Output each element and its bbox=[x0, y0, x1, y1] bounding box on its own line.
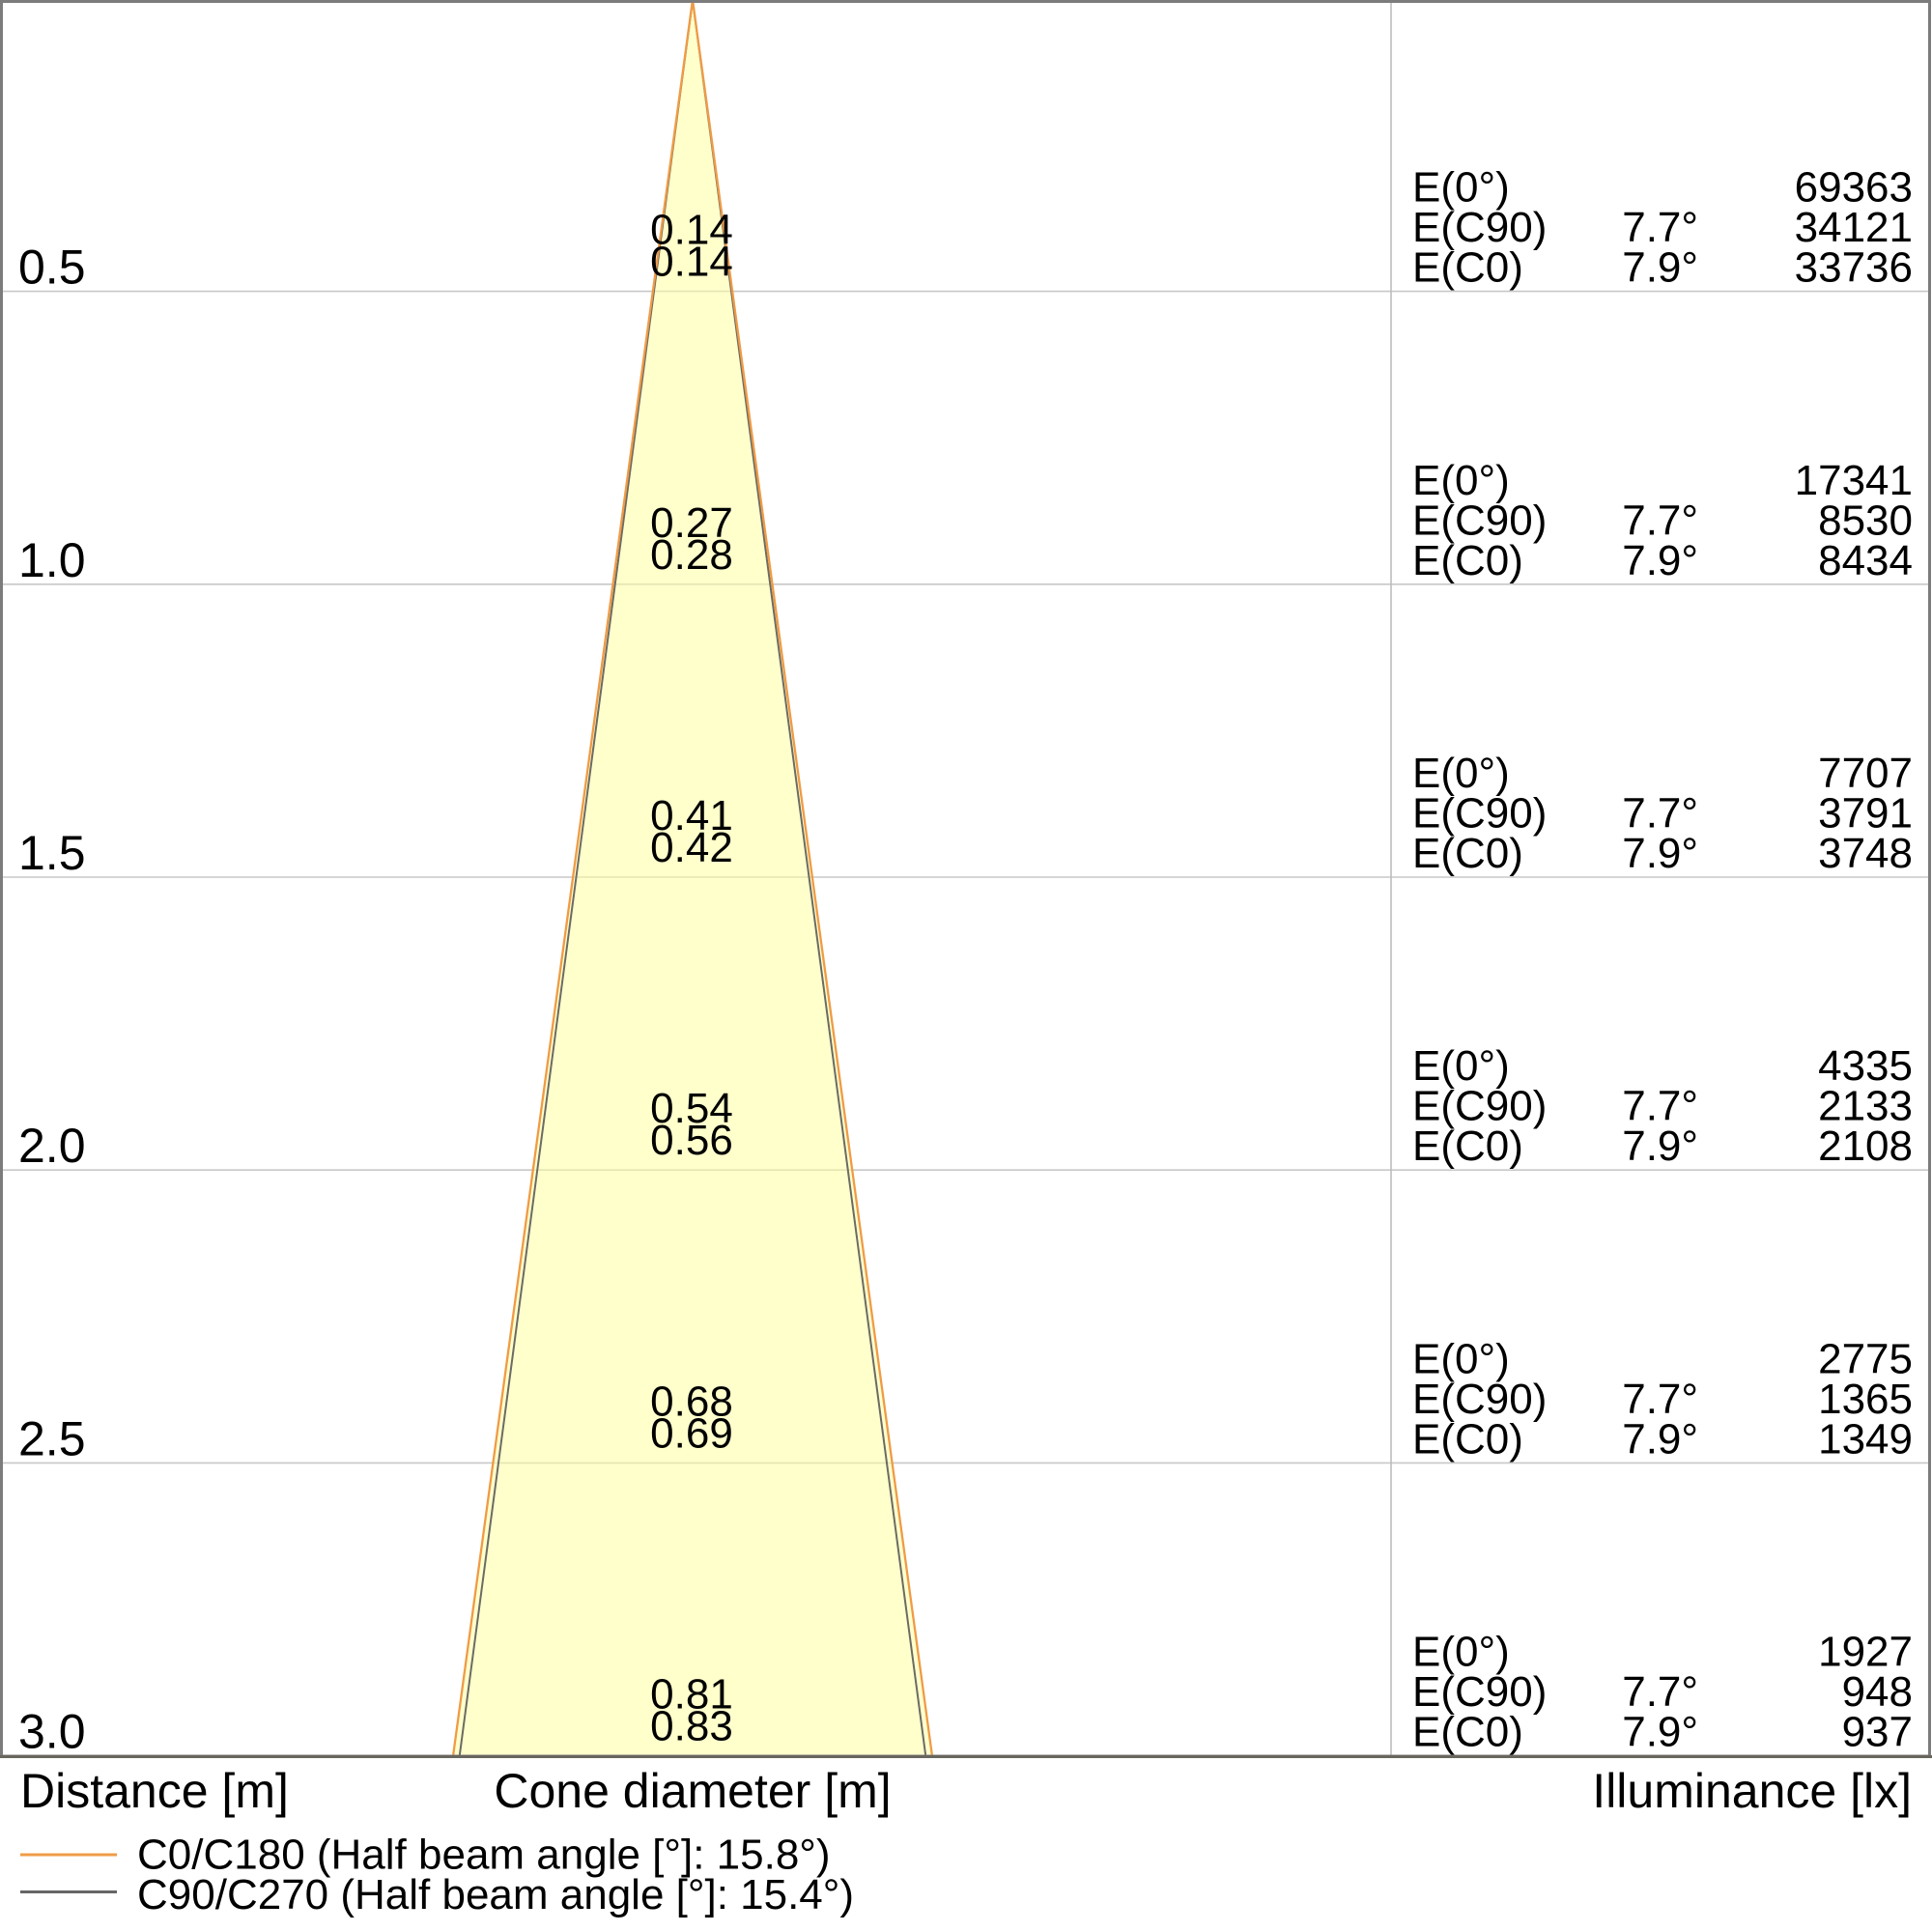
svg-text:2.0: 2.0 bbox=[18, 1119, 86, 1173]
svg-text:7707: 7707 bbox=[1818, 750, 1913, 797]
svg-text:E(C0): E(C0) bbox=[1412, 537, 1523, 584]
svg-text:1.0: 1.0 bbox=[18, 533, 86, 587]
svg-text:7.7°: 7.7° bbox=[1622, 497, 1698, 544]
svg-text:4335: 4335 bbox=[1818, 1042, 1913, 1090]
svg-text:2775: 2775 bbox=[1818, 1335, 1913, 1382]
svg-text:7.9°: 7.9° bbox=[1622, 537, 1698, 584]
svg-text:E(C90): E(C90) bbox=[1412, 790, 1547, 838]
svg-text:E(0°): E(0°) bbox=[1412, 750, 1510, 797]
svg-text:2108: 2108 bbox=[1818, 1122, 1913, 1170]
svg-text:C0/C180 (Half beam angle [°]:: C0/C180 (Half beam angle [°]: 15.8°) bbox=[137, 1832, 831, 1879]
svg-text:7.7°: 7.7° bbox=[1622, 1376, 1698, 1423]
svg-text:E(C0): E(C0) bbox=[1412, 1122, 1523, 1170]
svg-text:E(C0): E(C0) bbox=[1412, 244, 1523, 292]
svg-text:937: 937 bbox=[1842, 1709, 1913, 1756]
svg-text:8434: 8434 bbox=[1818, 537, 1913, 584]
svg-text:E(C90): E(C90) bbox=[1412, 497, 1547, 544]
svg-text:E(0°): E(0°) bbox=[1412, 164, 1510, 212]
svg-text:E(C0): E(C0) bbox=[1412, 830, 1523, 877]
svg-text:0.54: 0.54 bbox=[650, 1085, 733, 1132]
svg-text:7.9°: 7.9° bbox=[1622, 1709, 1698, 1756]
svg-text:0.42: 0.42 bbox=[650, 824, 733, 871]
svg-text:0.28: 0.28 bbox=[650, 531, 733, 579]
svg-text:7.7°: 7.7° bbox=[1622, 204, 1698, 251]
svg-text:7.7°: 7.7° bbox=[1622, 790, 1698, 838]
svg-text:0.69: 0.69 bbox=[650, 1409, 733, 1457]
svg-text:1365: 1365 bbox=[1818, 1376, 1913, 1423]
svg-text:33736: 33736 bbox=[1795, 244, 1913, 292]
svg-text:0.14: 0.14 bbox=[650, 207, 733, 254]
svg-text:Distance [m]: Distance [m] bbox=[20, 1764, 289, 1818]
svg-text:E(0°): E(0°) bbox=[1412, 1042, 1510, 1090]
svg-text:E(C90): E(C90) bbox=[1412, 1083, 1547, 1130]
svg-text:1927: 1927 bbox=[1818, 1629, 1913, 1676]
svg-text:8530: 8530 bbox=[1818, 497, 1913, 544]
svg-text:69363: 69363 bbox=[1795, 164, 1913, 212]
svg-text:17341: 17341 bbox=[1795, 457, 1913, 504]
svg-text:948: 948 bbox=[1842, 1668, 1913, 1716]
svg-text:1.5: 1.5 bbox=[18, 826, 86, 880]
svg-text:0.81: 0.81 bbox=[650, 1671, 733, 1719]
svg-text:E(0°): E(0°) bbox=[1412, 457, 1510, 504]
svg-text:3748: 3748 bbox=[1818, 830, 1913, 877]
svg-text:0.56: 0.56 bbox=[650, 1117, 733, 1164]
svg-text:0.5: 0.5 bbox=[18, 241, 86, 295]
svg-text:0.27: 0.27 bbox=[650, 499, 733, 547]
svg-text:E(C90): E(C90) bbox=[1412, 1668, 1547, 1716]
svg-text:7.9°: 7.9° bbox=[1622, 1415, 1698, 1463]
svg-text:7.9°: 7.9° bbox=[1622, 244, 1698, 292]
svg-text:2133: 2133 bbox=[1818, 1083, 1913, 1130]
svg-text:34121: 34121 bbox=[1795, 204, 1913, 251]
svg-text:3791: 3791 bbox=[1818, 790, 1913, 838]
svg-text:2.5: 2.5 bbox=[18, 1411, 86, 1465]
svg-text:E(C90): E(C90) bbox=[1412, 204, 1547, 251]
svg-text:0.83: 0.83 bbox=[650, 1703, 733, 1750]
svg-text:E(0°): E(0°) bbox=[1412, 1629, 1510, 1676]
svg-text:E(C0): E(C0) bbox=[1412, 1709, 1523, 1756]
svg-text:E(C0): E(C0) bbox=[1412, 1415, 1523, 1463]
svg-text:Cone diameter [m]: Cone diameter [m] bbox=[494, 1764, 891, 1818]
svg-text:E(0°): E(0°) bbox=[1412, 1335, 1510, 1382]
svg-text:Illuminance [lx]: Illuminance [lx] bbox=[1592, 1764, 1912, 1818]
svg-text:7.9°: 7.9° bbox=[1622, 1122, 1698, 1170]
svg-text:3.0: 3.0 bbox=[18, 1705, 86, 1759]
svg-text:7.9°: 7.9° bbox=[1622, 830, 1698, 877]
svg-text:1349: 1349 bbox=[1818, 1415, 1913, 1463]
svg-text:0.14: 0.14 bbox=[650, 239, 733, 286]
svg-text:7.7°: 7.7° bbox=[1622, 1083, 1698, 1130]
svg-text:0.41: 0.41 bbox=[650, 792, 733, 839]
svg-text:0.68: 0.68 bbox=[650, 1378, 733, 1425]
svg-text:E(C90): E(C90) bbox=[1412, 1376, 1547, 1423]
svg-text:7.7°: 7.7° bbox=[1622, 1668, 1698, 1716]
svg-text:C90/C270 (Half beam angle [°]:: C90/C270 (Half beam angle [°]: 15.4°) bbox=[137, 1871, 854, 1918]
